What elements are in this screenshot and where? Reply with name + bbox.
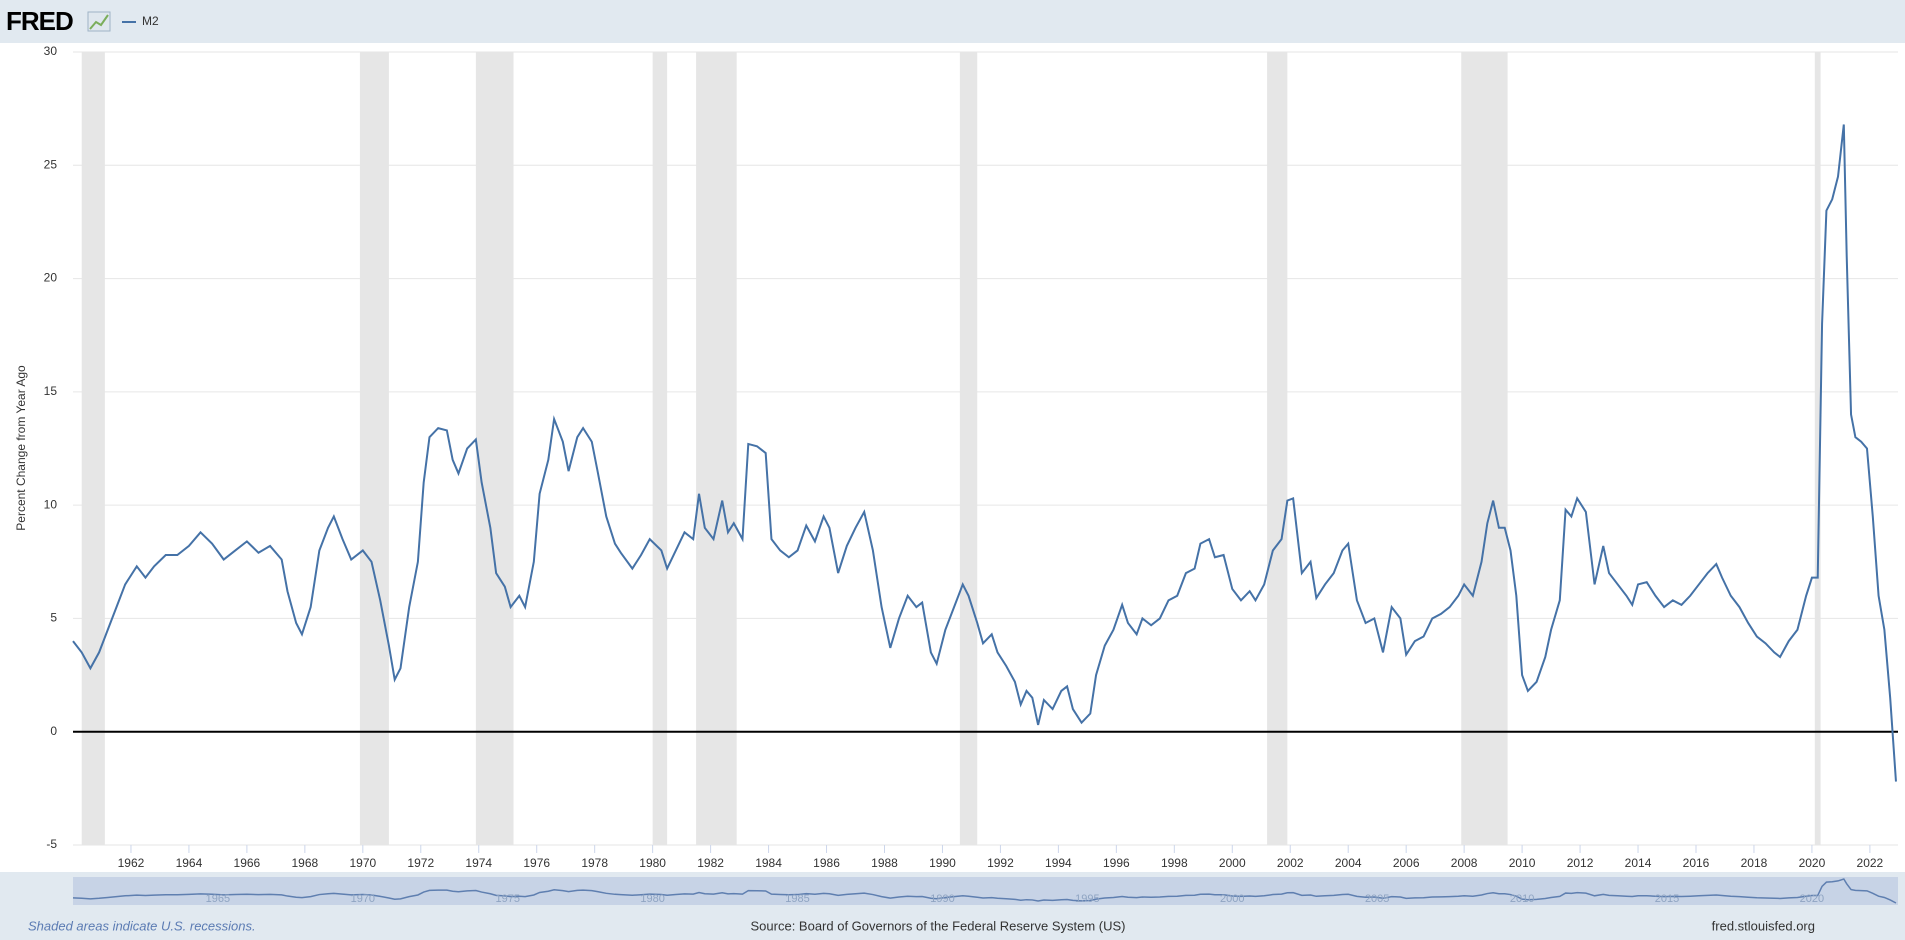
y-tick-label: 0 xyxy=(50,724,57,738)
recession-band xyxy=(475,52,514,845)
x-tick-label: 1982 xyxy=(697,856,724,870)
x-tick-label: 1980 xyxy=(639,856,666,870)
recession-band xyxy=(959,52,978,845)
navigator-tick-label: 1995 xyxy=(1075,893,1099,905)
navigator-tick-label: 2000 xyxy=(1220,893,1244,905)
y-tick-label: 20 xyxy=(44,271,58,285)
footer-source: Source: Board of Governors of the Federa… xyxy=(751,918,1126,933)
y-axis-label: Percent Change from Year Ago xyxy=(14,365,28,531)
x-tick-label: 2002 xyxy=(1277,856,1304,870)
navigator-tick-label: 1970 xyxy=(351,893,375,905)
x-tick-label: 2018 xyxy=(1741,856,1768,870)
logo: FRED xyxy=(6,6,73,36)
recession-band xyxy=(1461,52,1508,845)
x-tick-label: 1998 xyxy=(1161,856,1188,870)
navigator-series xyxy=(72,878,1897,904)
x-tick-label: 2020 xyxy=(1799,856,1826,870)
recession-band xyxy=(81,52,105,845)
x-tick-label: 1976 xyxy=(523,856,550,870)
footer-url: fred.stlouisfed.org xyxy=(1712,918,1815,933)
y-tick-label: 30 xyxy=(44,44,58,58)
y-tick-label: -5 xyxy=(46,837,57,851)
x-tick-label: 1986 xyxy=(813,856,840,870)
navigator-tick-label: 2005 xyxy=(1365,893,1389,905)
y-tick-label: 10 xyxy=(44,497,58,511)
y-tick-label: 25 xyxy=(44,157,58,171)
navigator-tick-label: 2020 xyxy=(1800,893,1824,905)
recession-band xyxy=(359,52,389,845)
x-tick-label: 1988 xyxy=(871,856,898,870)
navigator xyxy=(73,877,1898,905)
x-tick-label: 1996 xyxy=(1103,856,1130,870)
x-tick-label: 1994 xyxy=(1045,856,1072,870)
x-tick-label: 2012 xyxy=(1567,856,1594,870)
x-tick-label: 1968 xyxy=(292,856,319,870)
plot-background xyxy=(0,43,1905,872)
navigator-tick-label: 2015 xyxy=(1655,893,1679,905)
navigator-tick-label: 2010 xyxy=(1510,893,1534,905)
series-line xyxy=(72,124,1897,782)
y-tick-label: 15 xyxy=(44,384,58,398)
navigator-tick-label: 1990 xyxy=(930,893,954,905)
footer-note: Shaded areas indicate U.S. recessions. xyxy=(28,918,256,933)
recession-band xyxy=(696,52,737,845)
x-tick-label: 1970 xyxy=(349,856,376,870)
recession-band xyxy=(1267,52,1288,845)
x-tick-label: 1974 xyxy=(465,856,492,870)
legend-label: M2 xyxy=(142,14,159,28)
x-tick-label: 1966 xyxy=(234,856,261,870)
x-tick-label: 1990 xyxy=(929,856,956,870)
recession-band xyxy=(652,52,668,845)
y-tick-label: 5 xyxy=(50,611,57,625)
x-tick-label: 2000 xyxy=(1219,856,1246,870)
logo-icon xyxy=(87,11,111,32)
x-tick-label: 1978 xyxy=(581,856,608,870)
x-tick-label: 2010 xyxy=(1509,856,1536,870)
x-tick-label: 2014 xyxy=(1625,856,1652,870)
x-tick-label: 2016 xyxy=(1683,856,1710,870)
x-tick-label: 2004 xyxy=(1335,856,1362,870)
x-tick-label: 1964 xyxy=(176,856,203,870)
x-tick-label: 1992 xyxy=(987,856,1014,870)
recession-band xyxy=(1814,52,1821,845)
x-tick-label: 2006 xyxy=(1393,856,1420,870)
navigator-tick-label: 1975 xyxy=(495,893,519,905)
x-tick-label: 1962 xyxy=(118,856,145,870)
navigator-tick-label: 1965 xyxy=(206,893,230,905)
x-tick-label: 2022 xyxy=(1857,856,1884,870)
navigator-tick-label: 1985 xyxy=(785,893,809,905)
navigator-tick-label: 1980 xyxy=(640,893,664,905)
x-tick-label: 1984 xyxy=(755,856,782,870)
x-tick-label: 2008 xyxy=(1451,856,1478,870)
x-tick-label: 1972 xyxy=(407,856,434,870)
